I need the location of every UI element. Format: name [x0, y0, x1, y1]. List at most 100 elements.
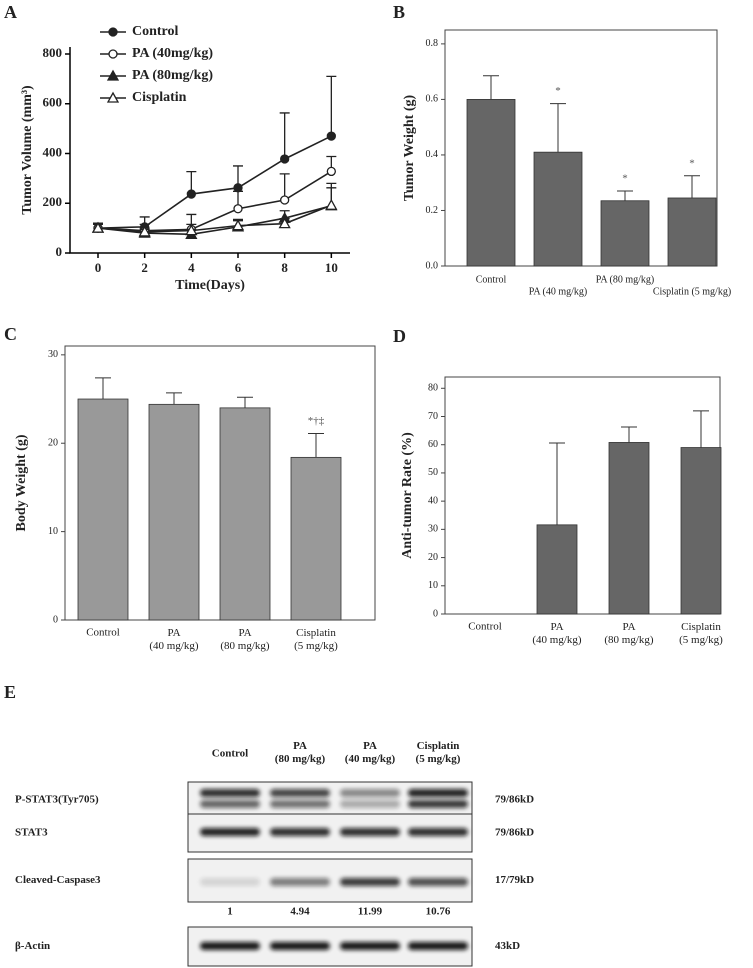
legend-marker: [106, 69, 120, 81]
y-tick-label: 80: [428, 383, 438, 394]
x-tick-label: Control: [476, 274, 507, 285]
label-line: PA: [167, 627, 180, 639]
significance: *: [622, 173, 628, 185]
label-line: Cisplatin: [681, 621, 721, 633]
error-bar: [693, 410, 709, 448]
blot-band: [340, 789, 400, 797]
error-bar: [684, 175, 700, 198]
y-axis-label: Tumor Volume (mm³): [20, 85, 35, 215]
label-line: Cisplatin: [296, 627, 336, 639]
lane-header: Control: [212, 748, 248, 760]
y-axis-label: Tumor Weight (g): [402, 95, 417, 202]
y-tick-label: 20: [48, 438, 58, 449]
y-tick-label: 0: [56, 244, 63, 259]
blot-band: [270, 828, 330, 836]
error-bar: [308, 433, 324, 458]
x-tick-label: PA (80 mg/kg): [604, 621, 654, 646]
bar: [219, 407, 271, 621]
bar: [667, 197, 717, 267]
marker: [280, 154, 290, 164]
error-bar: [326, 75, 337, 137]
label-line: PA: [293, 740, 307, 752]
bar: [608, 442, 650, 615]
marker: [233, 183, 243, 193]
y-tick-label: 20: [428, 552, 438, 563]
x-tick-label: Control: [468, 621, 502, 633]
y-tick-label: 0: [433, 608, 438, 619]
legend-marker: [108, 49, 118, 59]
y-axis-label: Anti-tumor Rate (%): [400, 432, 415, 559]
legend-label: Control: [132, 24, 179, 39]
blot-band: [340, 942, 400, 950]
row-label: STAT3: [15, 827, 48, 839]
blot-band: [200, 828, 260, 836]
blot-band: [200, 800, 260, 808]
panel-letter: D: [393, 326, 406, 346]
label-line: PA: [238, 627, 251, 639]
x-axis-label: Time(Days): [175, 278, 245, 293]
x-tick-label: Control: [86, 627, 120, 639]
marker: [185, 224, 198, 236]
bar: [536, 524, 578, 615]
blot-band: [200, 942, 260, 950]
marker: [326, 131, 336, 141]
significance: *: [555, 85, 561, 97]
marker: [278, 217, 291, 229]
x-tick-label: Cisplatin (5 mg/kg): [653, 286, 731, 297]
plot-frame: [444, 376, 721, 615]
band-ratio: 1: [227, 906, 233, 918]
x-tick-label: 8: [281, 260, 288, 275]
error-bar: [549, 442, 565, 525]
label-line: (5 mg/kg): [416, 753, 461, 765]
y-tick-label: 30: [48, 349, 58, 360]
blot-band: [270, 942, 330, 950]
label-line: (80 mg/kg): [604, 634, 654, 646]
legend-marker: [108, 27, 118, 37]
error-bar: [483, 75, 499, 100]
error-bar: [621, 426, 637, 443]
x-tick-label: 10: [325, 260, 338, 275]
error-bar: [237, 396, 253, 408]
x-tick-label: 4: [188, 260, 195, 275]
y-tick-label: 0: [53, 614, 58, 625]
blot-band: [270, 878, 330, 886]
blot-band: [270, 800, 330, 808]
x-tick-label: 2: [141, 260, 148, 275]
marker: [138, 225, 151, 237]
y-tick-label: 60: [428, 439, 438, 450]
x-tick-label: Cisplatin (5 mg/kg): [294, 627, 338, 652]
x-tick-label: PA (40 mg/kg): [529, 286, 588, 297]
significance: *: [689, 157, 695, 169]
error-bar: [166, 392, 182, 405]
label-line: PA: [363, 740, 377, 752]
bar: [680, 447, 722, 615]
bar: [533, 151, 583, 267]
legend-label: PA (40mg/kg): [132, 46, 213, 61]
label-line: PA: [622, 621, 635, 633]
blot-band: [340, 828, 400, 836]
blot-band: [340, 878, 400, 886]
label-line: (80 mg/kg): [220, 640, 270, 652]
label-line: (40 mg/kg): [532, 634, 582, 646]
blot-band: [408, 800, 468, 808]
panel-letter: B: [393, 2, 405, 22]
blot-band: [270, 789, 330, 797]
lane-header: PA (80 mg/kg): [275, 740, 326, 765]
error-bar: [550, 103, 566, 153]
x-tick-label: PA (80 mg/kg): [596, 274, 655, 285]
legend-label: Cisplatin: [132, 90, 187, 105]
band-size: 17/79kD: [495, 874, 534, 886]
marker: [91, 221, 105, 233]
error-bar: [95, 377, 111, 400]
bar: [290, 456, 342, 621]
bar: [600, 200, 650, 267]
marker: [326, 166, 336, 177]
y-tick-label: 70: [428, 411, 438, 422]
marker: [325, 198, 338, 210]
blot-band: [340, 800, 400, 808]
error-bar: [617, 190, 633, 201]
blot-band: [200, 789, 260, 797]
x-tick-label: Cisplatin (5 mg/kg): [679, 621, 723, 646]
bar: [466, 99, 516, 267]
